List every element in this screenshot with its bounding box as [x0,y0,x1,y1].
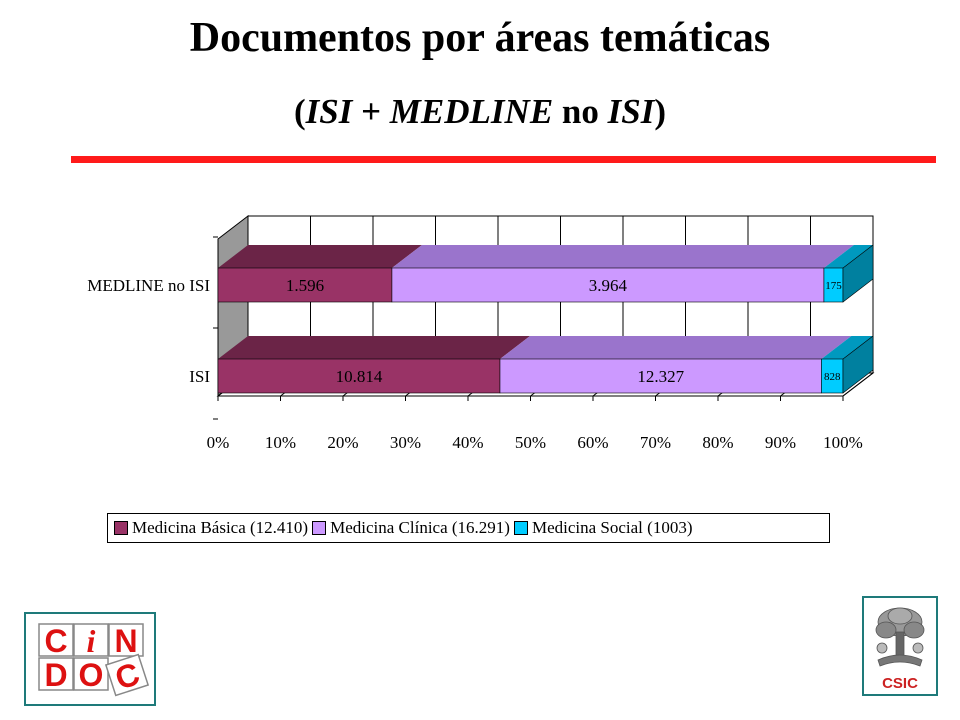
legend-swatch [114,521,128,535]
legend-item: Medicina Social (1003) [513,518,693,538]
svg-text:D: D [44,657,67,693]
bar-segment-top [218,245,422,268]
csic-logo: CSIC [862,596,938,696]
x-tick-label: 30% [390,433,421,452]
data-label: 3.964 [589,276,628,295]
subtitle-part: no [553,92,608,131]
legend-swatch [312,521,327,535]
legend-label: Medicina Clínica (16.291) [330,518,510,537]
bar-segment [217,358,501,394]
page-subtitle: (ISI + MEDLINE no ISI) [0,92,960,132]
chart-legend: Medicina Básica (12.410) Medicina Clínic… [107,513,830,543]
subtitle-part: ISI [607,92,655,131]
bar-segment-top [391,245,854,268]
data-label: 828 [824,371,841,383]
x-tick-label: 100% [823,433,863,452]
bar-segment-top [821,336,873,359]
legend-swatch [513,521,528,535]
bar-segment-side [842,335,874,394]
x-tick-label: 80% [702,433,733,452]
svg-text:N: N [114,623,137,659]
x-tick-label: 20% [327,433,358,452]
subtitle-part: MEDLINE [389,92,554,131]
x-tick-label: 50% [515,433,546,452]
svg-text:O: O [79,657,104,693]
svg-text:i: i [87,623,96,659]
bar-segment [499,358,822,394]
x-tick-label: 90% [765,433,796,452]
x-tick-label: 70% [640,433,671,452]
x-tick-label: 40% [452,433,483,452]
legend-item: Medicina Básica (12.410) [114,518,308,538]
y-category-label: MEDLINE no ISI [87,276,210,295]
x-tick-label: 60% [577,433,608,452]
bar-segment-top [499,336,852,359]
bar-segment-side [842,244,874,303]
title-divider [71,156,936,163]
cindoc-logo: C i N D O C [24,612,156,706]
bar-segment [217,267,393,303]
data-label: 175 [825,280,842,292]
data-label: 1.596 [286,276,324,295]
x-tick-label: 10% [265,433,296,452]
legend-label: Medicina Básica (12.410) [132,518,309,537]
subtitle-part: ( [293,92,306,131]
svg-text:CSIC: CSIC [882,675,918,692]
legend-label: Medicina Social (1003) [531,518,693,537]
page-title: Documentos por áreas temáticas [189,15,771,61]
svg-text:C: C [44,623,67,659]
subtitle-part: + [352,92,390,131]
gridline-floor [842,372,874,397]
x-tick-label: 0% [207,433,230,452]
legend-item: Medicina Clínica (16.291) [312,518,510,538]
bar-segment-top [823,245,873,268]
data-label: 10.814 [336,367,383,386]
subtitle-part: ) [654,92,667,131]
data-label: 12.327 [637,367,684,386]
bar-segment [391,267,825,303]
subtitle-part: ISI [305,92,353,131]
bar-segment-top [218,336,530,359]
y-category-label: ISI [189,367,210,386]
